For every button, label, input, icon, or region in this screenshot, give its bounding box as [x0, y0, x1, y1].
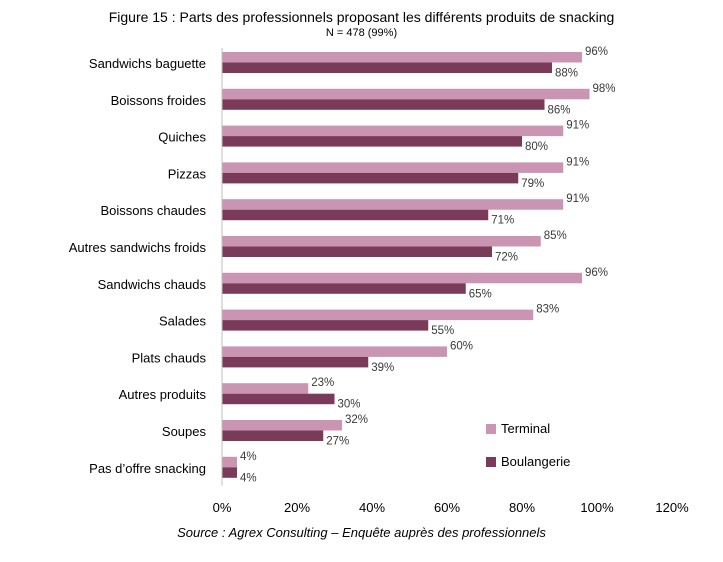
category-label: Sandwichs baguette [89, 56, 206, 71]
legend-label-terminal: Terminal [501, 421, 551, 436]
data-label: 60% [450, 340, 473, 352]
data-label: 80% [525, 141, 548, 153]
category-label: Plats chauds [132, 350, 207, 365]
legend: Terminal Boulangerie [486, 420, 570, 486]
category-label: Pizzas [168, 166, 207, 181]
category-label: Salades [159, 314, 206, 329]
bar-terminal [222, 383, 309, 394]
data-label: 96% [585, 267, 608, 279]
category-label: Quiches [158, 130, 206, 145]
bar-boulangerie [222, 283, 466, 294]
data-label: 39% [371, 362, 394, 374]
bar-terminal [222, 456, 237, 468]
bar-boulangerie [222, 209, 489, 221]
x-tick-label: 0% [213, 500, 232, 515]
data-label: 88% [555, 68, 578, 80]
category-label: Autres produits [119, 387, 207, 402]
bar-terminal [222, 162, 564, 173]
legend-swatch-terminal [486, 423, 496, 434]
chart-subtitle: N = 478 (99%) [325, 27, 398, 39]
bar-boulangerie [222, 172, 519, 184]
data-label: 30% [338, 399, 361, 411]
x-tick-label: 120% [655, 500, 689, 515]
category-label: Boissons froides [111, 93, 207, 108]
category-label: Autres sandwichs froids [69, 240, 207, 255]
bar-terminal [222, 52, 582, 63]
legend-swatch-boulangerie [486, 456, 496, 467]
bar-terminal [222, 125, 564, 137]
data-label: 91% [566, 120, 589, 132]
bar-boulangerie [222, 393, 335, 405]
data-label: 27% [326, 436, 349, 448]
bar-terminal [222, 272, 582, 284]
data-label: 23% [311, 377, 334, 389]
legend-item-boulangerie: Boulangerie [486, 453, 570, 470]
chart-title: Figure 15 : Parts des professionnels pro… [108, 9, 615, 25]
data-label: 91% [566, 193, 589, 205]
data-label: 91% [566, 156, 589, 168]
bar-boulangerie [222, 320, 429, 331]
bar-terminal [222, 88, 590, 100]
bar-terminal [222, 309, 534, 321]
legend-item-terminal: Terminal [486, 420, 570, 437]
bar-boulangerie [222, 356, 369, 368]
data-label: 32% [345, 414, 368, 426]
bar-boulangerie [222, 246, 492, 257]
x-tick-label: 20% [284, 500, 310, 515]
category-label: Soupes [162, 424, 207, 439]
x-tick-label: 80% [509, 500, 535, 515]
bar-boulangerie [222, 430, 324, 441]
data-label: 79% [521, 178, 544, 190]
bar-terminal [222, 420, 342, 431]
data-label: 65% [469, 288, 492, 300]
bar-terminal [222, 236, 541, 247]
data-label: 96% [585, 46, 608, 58]
data-label: 85% [544, 230, 567, 242]
category-label: Pas d’offre snacking [89, 461, 206, 476]
data-label: 72% [495, 252, 518, 264]
chart-source: Source : Agrex Consulting – Enquête aupr… [177, 525, 546, 540]
data-label: 71% [491, 215, 514, 227]
bar-terminal [222, 346, 447, 357]
data-label: 55% [431, 325, 454, 337]
data-label: 83% [536, 304, 559, 316]
data-label: 4% [240, 472, 257, 484]
x-tick-label: 100% [580, 500, 614, 515]
bar-terminal [222, 199, 564, 210]
bar-boulangerie [222, 467, 237, 478]
data-label: 4% [240, 451, 257, 463]
category-label: Sandwichs chauds [98, 277, 207, 292]
data-label: 86% [548, 104, 571, 116]
bar-boulangerie [222, 62, 552, 73]
category-label: Boissons chaudes [100, 203, 206, 218]
data-label: 98% [593, 83, 616, 95]
x-tick-label: 60% [434, 500, 460, 515]
x-tick-label: 40% [359, 500, 385, 515]
bar-boulangerie [222, 136, 522, 147]
bar-boulangerie [222, 99, 545, 110]
legend-label-boulangerie: Boulangerie [501, 454, 571, 469]
